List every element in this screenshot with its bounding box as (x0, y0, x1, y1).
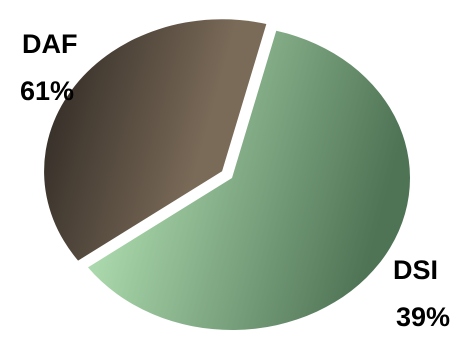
pie-slice-dsi (44, 19, 267, 261)
slice-label-daf: DAF (22, 29, 78, 59)
slice-percent-daf: 61% (20, 76, 74, 106)
slice-percent-dsi: 39% (396, 302, 450, 332)
slice-label-dsi: DSI (393, 255, 438, 285)
pie-slice-daf (87, 30, 411, 331)
